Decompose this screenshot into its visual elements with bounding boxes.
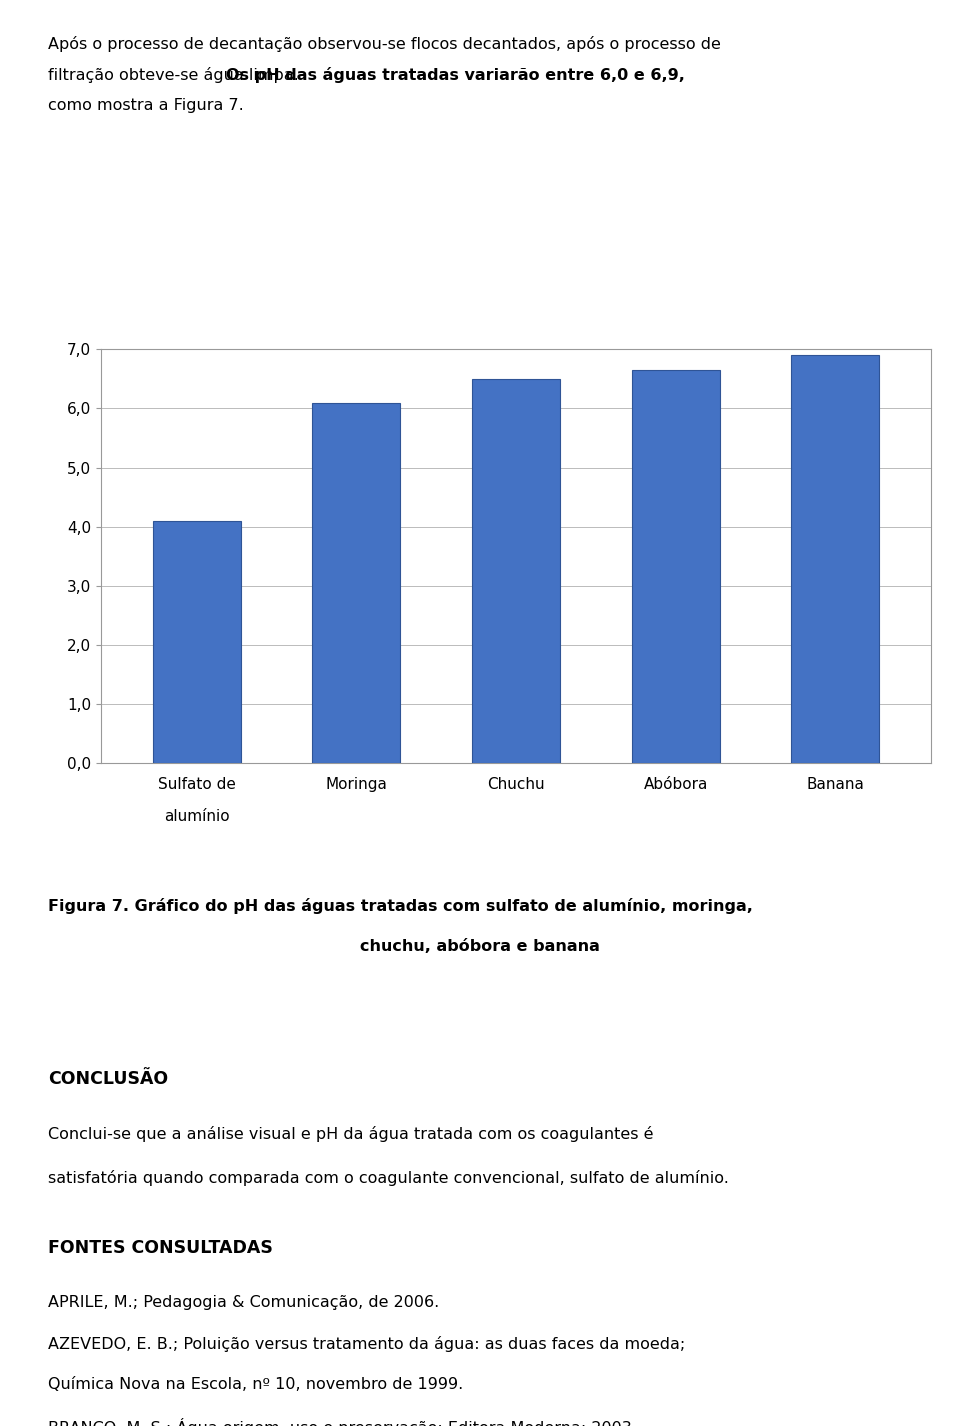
Text: BRANCO, M. S.; Água origem, uso e preservação; Editora Moderna; 2003.: BRANCO, M. S.; Água origem, uso e preser…	[48, 1417, 636, 1426]
Text: satisfatória quando comparada com o coagulante convencional, sulfato de alumínio: satisfatória quando comparada com o coag…	[48, 1169, 729, 1186]
Text: Chuchu: Chuchu	[487, 777, 545, 793]
Text: Sulfato de: Sulfato de	[157, 777, 235, 793]
Bar	[632, 369, 720, 763]
Text: Química Nova na Escola, nº 10, novembro de 1999.: Química Nova na Escola, nº 10, novembro …	[48, 1378, 464, 1392]
Text: Os pH das águas tratadas variarão entre 6,0 e 6,9,: Os pH das águas tratadas variarão entre …	[226, 67, 684, 83]
Text: FONTES CONSULTADAS: FONTES CONSULTADAS	[48, 1239, 273, 1256]
Text: Figura 7. Gráfico do pH das águas tratadas com sulfato de alumínio, moringa,: Figura 7. Gráfico do pH das águas tratad…	[48, 898, 753, 914]
Text: Abóbora: Abóbora	[643, 777, 708, 793]
Text: chuchu, abóbora e banana: chuchu, abóbora e banana	[360, 940, 600, 954]
Text: AZEVEDO, E. B.; Poluição versus tratamento da água: as duas faces da moeda;: AZEVEDO, E. B.; Poluição versus tratamen…	[48, 1336, 685, 1352]
Bar	[791, 355, 879, 763]
Text: Após o processo de decantação observou-se flocos decantados, após o processo de: Após o processo de decantação observou-s…	[48, 36, 721, 51]
Bar	[472, 379, 560, 763]
Text: Conclui-se que a análise visual e pH da água tratada com os coagulantes é: Conclui-se que a análise visual e pH da …	[48, 1127, 654, 1142]
Bar	[312, 402, 400, 763]
Text: como mostra a Figura 7.: como mostra a Figura 7.	[48, 98, 244, 114]
Text: APRILE, M.; Pedagogia & Comunicação, de 2006.: APRILE, M.; Pedagogia & Comunicação, de …	[48, 1295, 440, 1310]
Text: filtração obteve-se água limpa.: filtração obteve-se água limpa.	[48, 67, 304, 83]
Text: Banana: Banana	[806, 777, 864, 793]
Bar	[153, 520, 241, 763]
Text: Moringa: Moringa	[325, 777, 387, 793]
Text: alumínio: alumínio	[164, 809, 229, 824]
Text: CONCLUSÃO: CONCLUSÃO	[48, 1070, 168, 1088]
